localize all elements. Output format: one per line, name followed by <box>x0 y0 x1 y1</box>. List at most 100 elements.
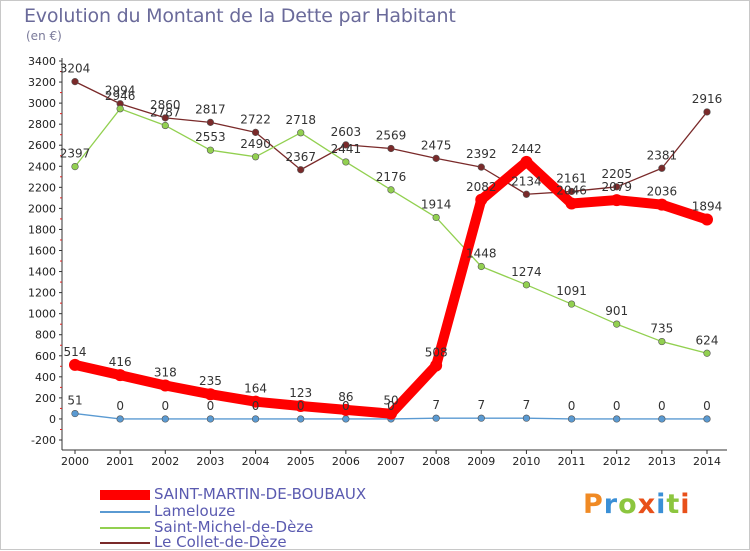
data-point <box>387 186 395 194</box>
data-label: 2817 <box>195 102 226 116</box>
data-label: 318 <box>154 365 177 379</box>
data-label: 2553 <box>195 130 226 144</box>
legend-label: Lamelouze <box>154 502 236 520</box>
y-tick-label: 2600 <box>28 139 56 152</box>
data-label: 0 <box>116 399 124 413</box>
y-tick-label: 2000 <box>28 202 56 215</box>
data-label: 0 <box>703 399 711 413</box>
logo-letter: i <box>680 489 691 520</box>
data-point <box>522 281 531 289</box>
data-label: 0 <box>252 399 260 413</box>
data-point <box>297 129 305 137</box>
legend-label: SAINT-MARTIN-DE-BOUBAUX <box>154 485 367 503</box>
data-label: 2442 <box>511 142 542 156</box>
x-tick-label: 2006 <box>332 455 360 468</box>
data-point <box>430 359 443 372</box>
data-point <box>251 153 260 161</box>
data-point <box>567 300 576 308</box>
chart-title: Evolution du Montant de la Dette par Hab… <box>24 5 456 27</box>
data-label: 416 <box>109 355 132 369</box>
data-point <box>116 415 124 423</box>
x-tick-label: 2005 <box>287 455 315 468</box>
data-label: 508 <box>425 345 448 359</box>
data-label: 7 <box>432 398 440 412</box>
data-label: 2134 <box>511 174 542 188</box>
data-label: 0 <box>387 399 395 413</box>
x-tick-label: 2003 <box>196 455 224 468</box>
logo-letter: t <box>666 489 681 520</box>
data-label: 2367 <box>285 150 316 164</box>
data-label: 0 <box>613 399 621 413</box>
x-tick-label: 2011 <box>558 455 586 468</box>
data-label: 0 <box>342 399 350 413</box>
data-label: 2441 <box>331 142 362 156</box>
y-tick-label: 200 <box>35 392 56 405</box>
y-tick-label: 600 <box>35 350 56 363</box>
data-label: 164 <box>244 382 267 396</box>
data-point <box>206 118 215 126</box>
data-point <box>655 198 668 211</box>
y-tick-label: 1600 <box>28 245 56 258</box>
x-tick-label: 2007 <box>377 455 405 468</box>
data-label: 514 <box>64 345 87 359</box>
data-label: 2787 <box>150 106 181 120</box>
data-label: 0 <box>297 399 305 413</box>
x-tick-label: 2002 <box>151 455 179 468</box>
data-label: 2176 <box>376 170 407 184</box>
logo-letter: r <box>603 489 619 520</box>
data-point <box>206 415 215 423</box>
data-label: 0 <box>207 399 215 413</box>
x-tick-label: 2001 <box>106 455 134 468</box>
data-label: 2916 <box>692 92 723 106</box>
data-label: 2569 <box>376 128 407 142</box>
data-point <box>477 163 485 171</box>
data-label: 2603 <box>331 125 362 139</box>
logo-letter: P <box>583 489 604 520</box>
data-label: 624 <box>696 333 719 347</box>
data-point <box>161 121 169 130</box>
data-point <box>161 415 169 423</box>
data-point <box>475 193 488 206</box>
data-label: 3204 <box>60 62 91 76</box>
data-point <box>69 358 81 371</box>
data-label: 2036 <box>647 185 678 199</box>
data-point <box>432 213 440 222</box>
data-label: 235 <box>199 374 222 388</box>
legend-label: Le Collet-de-Dèze <box>154 533 287 551</box>
data-point <box>297 415 305 423</box>
data-point <box>703 415 711 423</box>
data-label: 2397 <box>60 147 91 161</box>
data-label: 7 <box>523 398 531 412</box>
data-point <box>613 415 621 423</box>
data-point <box>342 141 350 149</box>
data-label: 1914 <box>421 197 452 211</box>
data-point <box>613 183 621 191</box>
data-label: 0 <box>568 399 576 413</box>
logo-letter: o <box>618 489 638 520</box>
x-tick-label: 2013 <box>648 455 676 468</box>
y-tick-label: 1200 <box>28 287 56 300</box>
data-label: 735 <box>650 322 673 336</box>
data-label: 1091 <box>556 284 587 298</box>
y-tick-label: 3000 <box>28 97 56 110</box>
logo-letter: i <box>656 489 667 520</box>
data-point <box>206 146 215 154</box>
y-tick-label: 800 <box>35 329 56 342</box>
data-point <box>387 144 395 153</box>
data-point <box>297 166 305 174</box>
data-label: 901 <box>605 304 628 318</box>
data-point <box>116 105 124 113</box>
proxiti-logo: Proxiti <box>583 489 691 520</box>
data-point <box>613 320 621 328</box>
x-tick-label: 2008 <box>422 455 450 468</box>
data-point <box>161 114 169 122</box>
data-point <box>342 415 350 423</box>
data-point <box>114 369 127 382</box>
data-point <box>294 399 307 412</box>
data-label: 1894 <box>692 200 723 214</box>
x-tick-label: 2014 <box>693 455 721 468</box>
data-label: 0 <box>658 399 666 413</box>
data-point <box>522 190 531 198</box>
